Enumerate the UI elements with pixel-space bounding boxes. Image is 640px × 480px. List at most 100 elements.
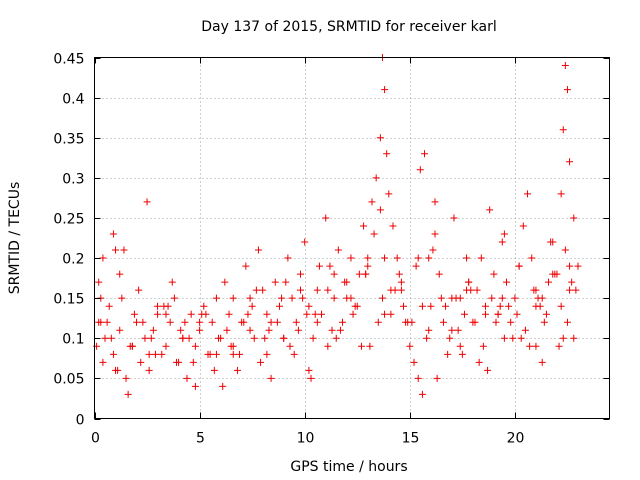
y-tick-label: 0.4 [62,92,84,108]
data-point [301,238,309,246]
x-tick-labels: 0 5 10 15 20 [91,431,524,447]
data-point [116,326,124,334]
data-point [431,198,439,206]
data-point [381,86,389,94]
data-point [107,334,115,342]
data-point [498,294,506,302]
data-point [563,318,571,326]
data-point [414,374,422,382]
data-point [425,254,433,262]
data-point [225,310,233,318]
data-point [322,214,330,222]
data-point [439,318,447,326]
y-tick-label: 0.05 [53,372,84,388]
data-point [297,286,304,294]
data-point [433,374,441,382]
data-point [343,294,351,302]
data-point [168,278,176,286]
data-point [233,366,241,374]
data-point [328,326,336,334]
axis-ticks [94,57,610,420]
data-point [305,366,313,374]
data-point [517,334,525,342]
data-point [339,318,347,326]
y-tick-label: 0.1 [62,332,84,348]
data-point [109,230,117,238]
data-point [370,230,378,238]
data-point [292,318,300,326]
data-point [332,334,340,342]
data-point [429,246,437,254]
data-point [431,230,439,238]
y-tick-label: 0.2 [62,252,84,268]
data-point [223,326,231,334]
data-point [526,342,534,350]
data-point [250,334,258,342]
data-point [481,310,489,318]
plot-frame [94,57,610,419]
data-point [486,206,494,214]
data-point [364,254,372,262]
data-point [570,334,578,342]
data-point [559,334,567,342]
y-tick-label: 0.35 [53,132,84,148]
data-point [505,302,513,310]
data-point [315,262,323,270]
data-point [532,302,540,310]
data-point [574,262,582,270]
data-point [265,326,273,334]
data-point [494,310,502,318]
data-point [208,318,216,326]
y-tick-label: 0 [76,413,85,429]
data-point [357,342,365,350]
data-point [381,310,389,318]
data-point [145,366,153,374]
data-point [418,302,426,310]
data-point [229,294,237,302]
data-point [349,310,357,318]
data-point [490,270,498,278]
data-point [99,358,107,366]
data-point [257,358,265,366]
data-point [456,342,464,350]
data-point [378,294,386,302]
data-point [158,350,166,358]
data-point [221,278,229,286]
y-tick-labels: 0 0.05 0.1 0.15 0.2 0.25 0.3 0.35 0.4 0.45 [53,52,84,429]
data-point [242,262,250,270]
data-point [479,342,487,350]
data-point [200,302,208,310]
data-points [93,54,582,398]
data-point [561,246,569,254]
data-point [145,350,153,358]
data-point [118,294,126,302]
data-point [103,318,111,326]
data-point [540,318,548,326]
data-point [570,214,578,222]
data-point [549,270,557,278]
data-point [147,334,155,342]
data-point [290,350,298,358]
chart-title: Day 137 of 2015, SRMTID for receiver kar… [201,19,497,35]
data-point [364,262,372,270]
data-point [566,158,574,166]
data-point [334,246,342,254]
data-point [122,374,130,382]
data-point [254,246,262,254]
y-axis-label: SRMTID / TECUs [7,182,23,295]
data-point [444,350,452,358]
data-point [530,286,538,294]
y-tick-label: 0.3 [62,172,84,188]
x-tick-label: 0 [91,431,100,447]
data-point [557,190,565,198]
data-point [450,214,458,222]
data-point [160,302,168,310]
data-point [154,310,162,318]
y-tick-label: 0.15 [53,292,84,308]
x-tick-label: 15 [402,431,420,447]
data-point [442,302,450,310]
data-point [406,342,414,350]
data-point [191,342,199,350]
data-point [309,334,317,342]
